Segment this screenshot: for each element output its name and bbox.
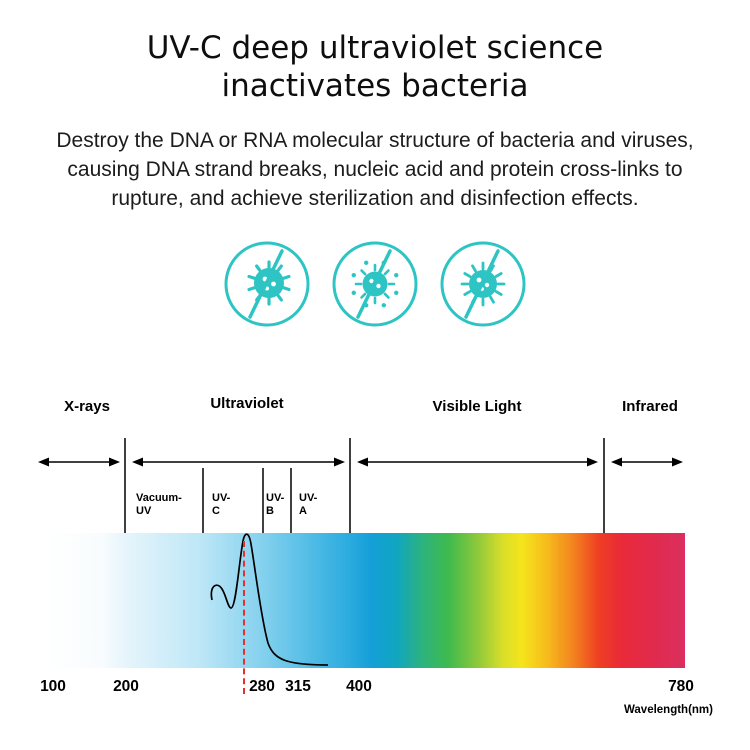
sublabel-uv-c-line1: UV- (212, 492, 231, 504)
tick-400nm: 400 (346, 678, 372, 695)
sublabel-uv-b: UV- B (266, 492, 284, 518)
region-label-xrays: X-rays (64, 398, 110, 415)
no-germ-icon (438, 239, 528, 329)
tick-780nm: 780 (668, 678, 694, 695)
region-label-infrared: Infrared (622, 398, 678, 415)
sublabel-uv-b-line1: UV- (266, 492, 285, 504)
ultraviolet-range-arrow (132, 457, 345, 467)
crossed-germ-icons-row (0, 239, 750, 331)
title-line-2: inactivates bacteria (221, 67, 529, 104)
boundary-lines (124, 438, 605, 533)
tick-280nm: 280 (249, 678, 275, 695)
infrared-range-arrow (611, 457, 683, 467)
region-label-visible-light: Visible Light (432, 398, 522, 415)
no-bacteria-icon (222, 239, 312, 329)
sublabel-vacuum-uv: Vacuum- UV (136, 492, 182, 518)
xrays-range-arrow (38, 457, 120, 467)
uvc-effectiveness-curve (210, 533, 329, 666)
uvc-peak-marker-dashed-line (243, 541, 245, 694)
sublabel-uv-a-line1: UV- (299, 492, 318, 504)
sublabel-uv-b-line2: B (266, 505, 274, 517)
description-text: Destroy the DNA or RNA molecular structu… (56, 128, 694, 210)
spectrum-gradient-bar (45, 533, 685, 668)
sublabel-vacuum-uv-line2: UV (136, 505, 152, 517)
sublabel-vacuum-uv-line1: Vacuum- (136, 492, 182, 504)
page-title: UV-C deep ultraviolet science inactivate… (0, 30, 750, 106)
sublabel-uv-c-line2: C (212, 505, 220, 517)
diagram-overlay (38, 438, 683, 666)
no-virus-icon (330, 239, 420, 329)
sublabel-uv-a: UV- A (299, 492, 317, 518)
tick-200nm: 200 (113, 678, 139, 695)
sublabel-uv-c: UV- C (212, 492, 230, 518)
title-line-1: UV-C deep ultraviolet science (146, 30, 604, 66)
sublabel-uv-a-line2: A (299, 505, 307, 517)
tick-100nm: 100 (40, 678, 66, 695)
region-label-ultraviolet: Ultraviolet (210, 395, 284, 412)
wavelength-axis-label: Wavelength(nm) (623, 704, 713, 716)
tick-315nm: 315 (285, 678, 311, 695)
visible-light-range-arrow (357, 457, 598, 467)
